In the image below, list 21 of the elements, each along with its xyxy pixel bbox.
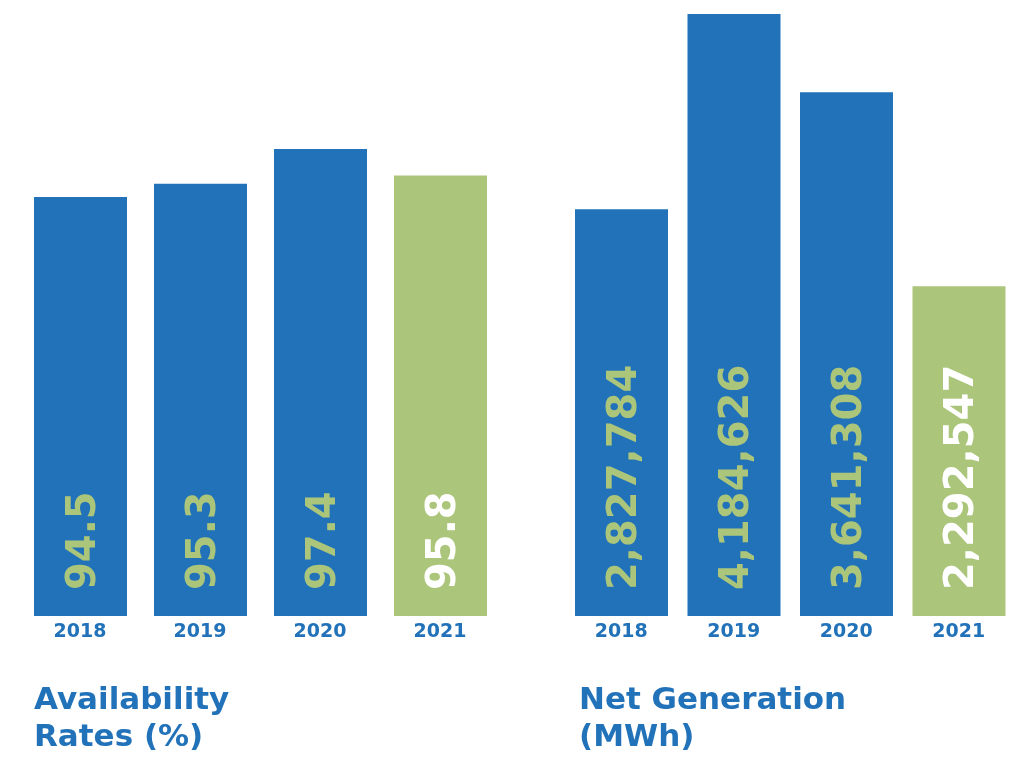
x-tick-label: 2020: [293, 619, 347, 642]
data-label: 95.8: [417, 491, 464, 590]
text: Availability Rates (%): [34, 680, 231, 754]
x-tick-label: 2019: [707, 619, 761, 642]
x-tick-label: 2018: [594, 619, 648, 642]
data-label: 3,641,308: [823, 364, 870, 590]
data-label: 2,827,784: [598, 364, 645, 590]
bar: [800, 92, 893, 616]
data-label: 94.5: [57, 491, 104, 590]
data-label: 4,184,626: [711, 364, 757, 590]
bar: [575, 209, 668, 616]
x-tick-label: 2020: [819, 619, 873, 642]
data-label: 95.3: [177, 491, 224, 590]
x-tick-label: 2021: [413, 619, 467, 642]
x-tick-label: 2019: [173, 619, 227, 642]
x-tick-label: 2021: [932, 619, 986, 642]
data-label: 97.4: [297, 491, 344, 590]
x-tick-label: 2018: [53, 619, 107, 642]
text: Net Generation (MWh): [579, 680, 848, 754]
data-label: 2,292,547: [936, 364, 982, 590]
bar: [687, 14, 781, 616]
